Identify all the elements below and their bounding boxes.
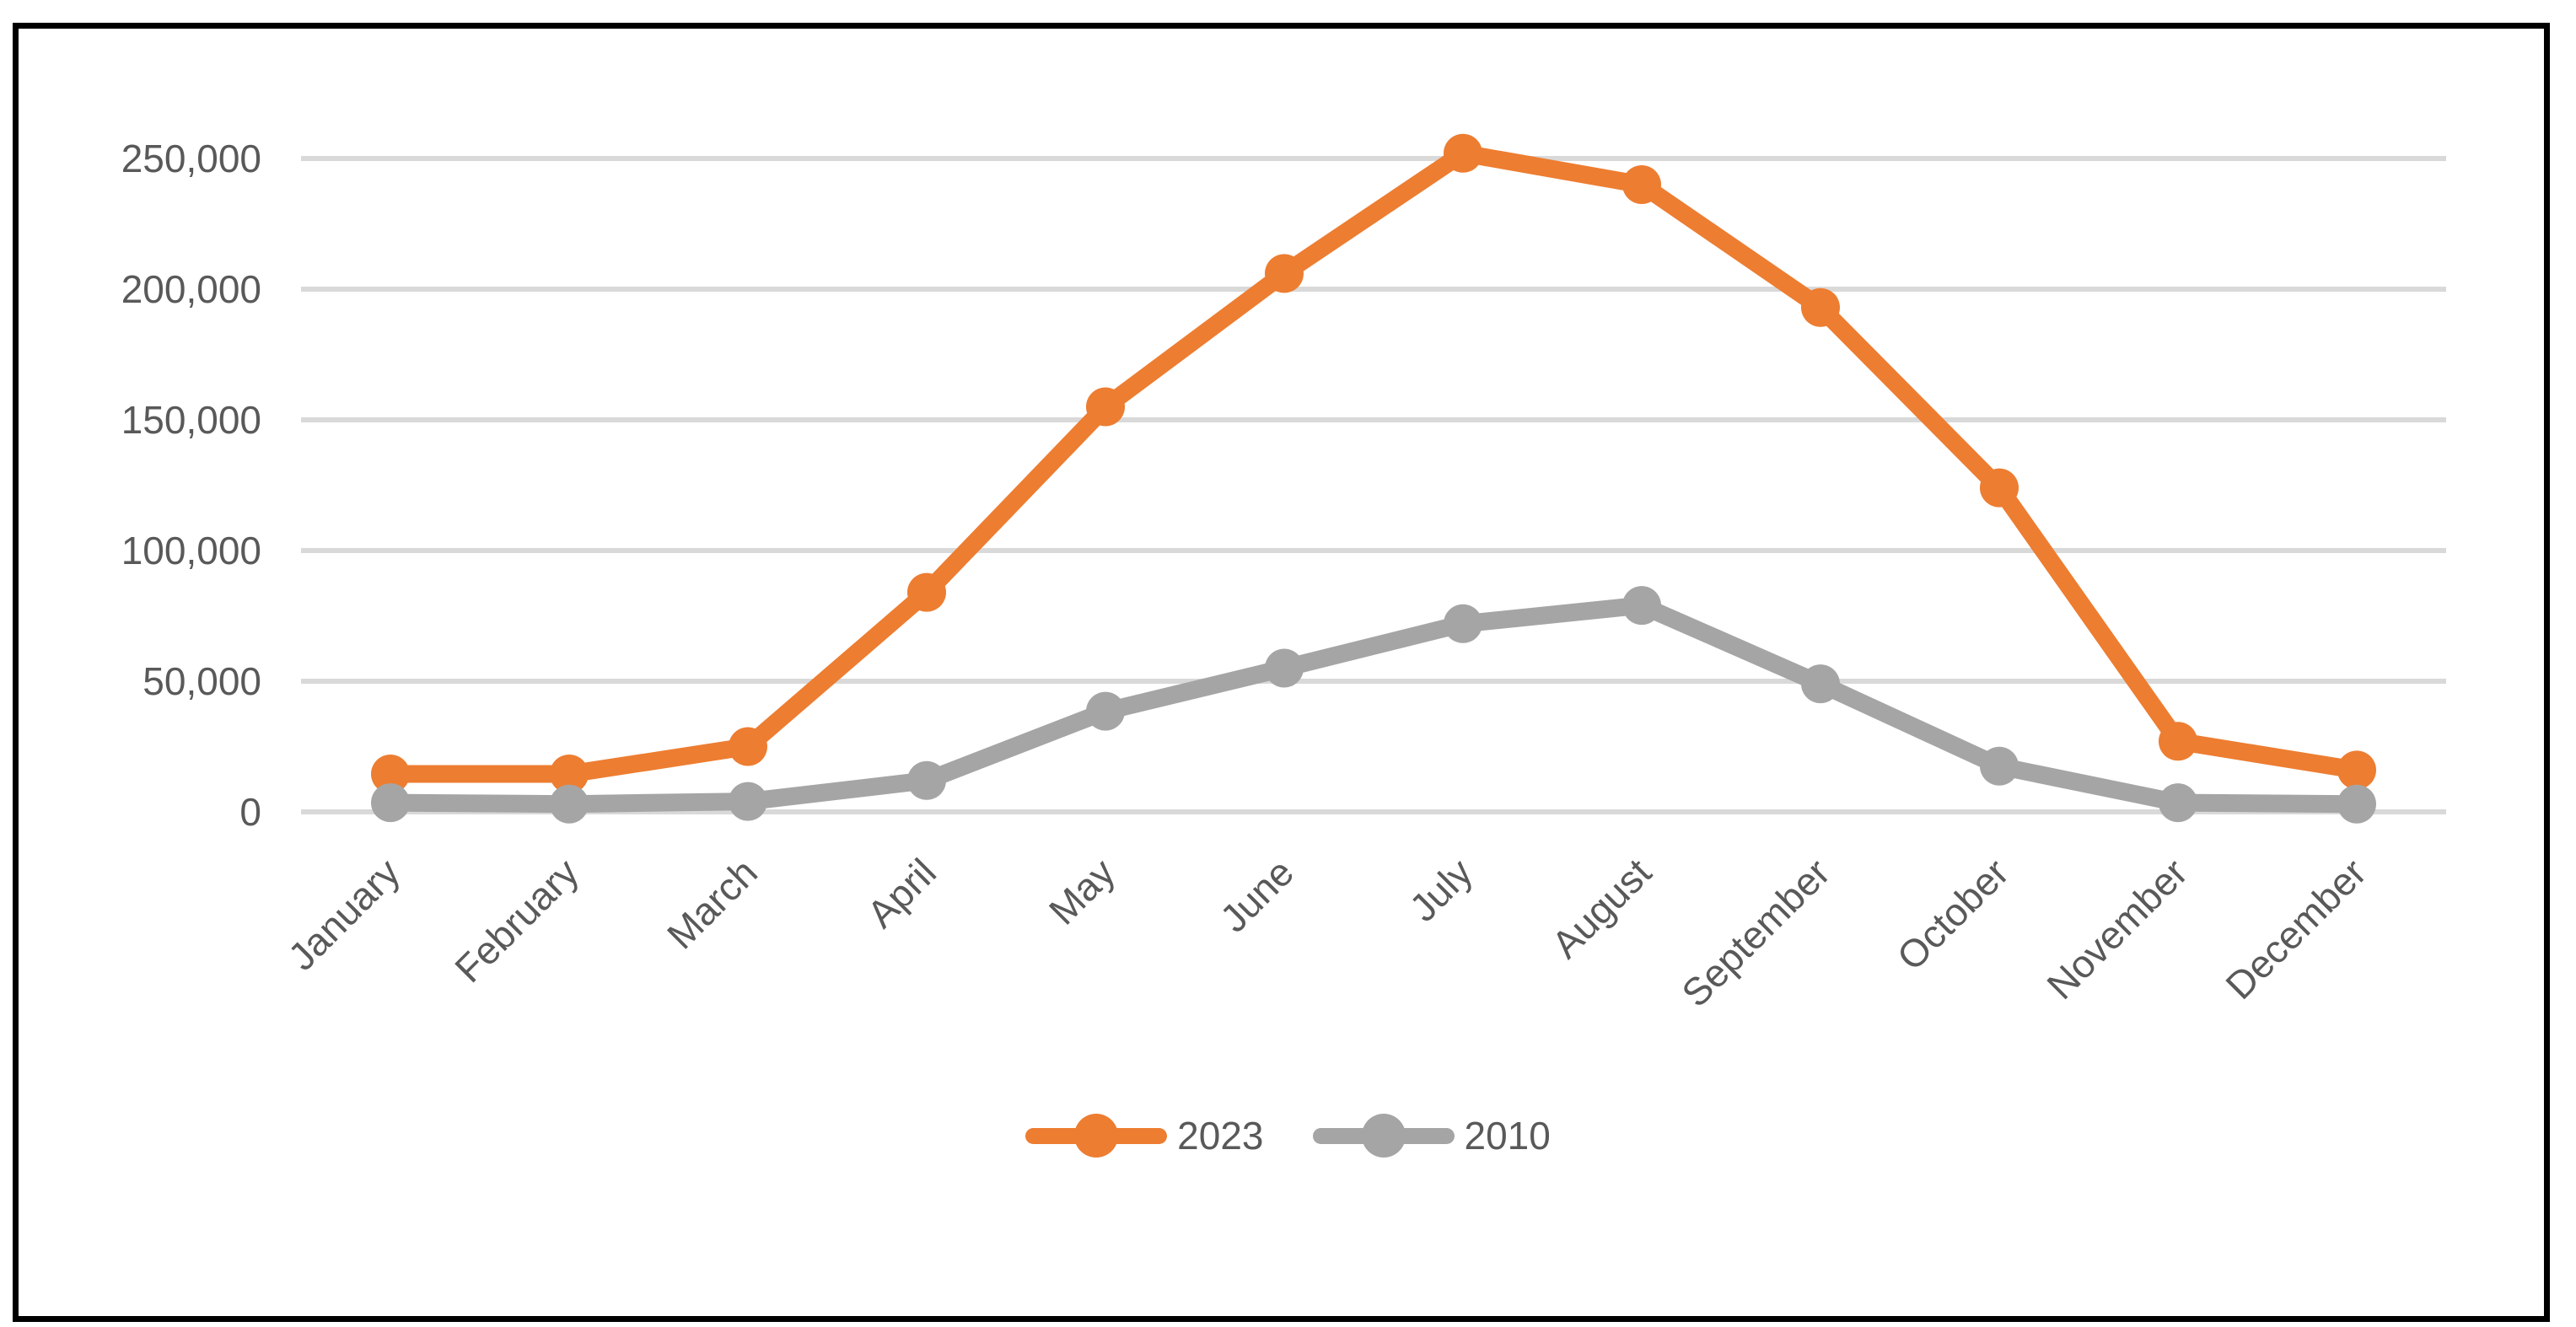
- y-axis-tick-label: 250,000: [121, 137, 261, 180]
- x-axis-category-label: July: [1401, 850, 1481, 930]
- x-axis-category-label: October: [1889, 850, 2017, 978]
- y-axis-tick-label: 50,000: [143, 659, 261, 703]
- legend: 2023 2010: [0, 1112, 2576, 1159]
- data-point-2010-June: [1265, 648, 1304, 688]
- x-axis-category-label: March: [659, 850, 766, 957]
- data-point-2023-January: [371, 755, 410, 794]
- y-axis-tick-label: 0: [239, 790, 261, 834]
- x-axis-labels-group: January February March April May June July Augu…: [280, 850, 2374, 1015]
- data-point-2010-August: [1622, 586, 1661, 626]
- data-point-2023-July: [1444, 133, 1482, 173]
- data-point-2010-March: [729, 782, 767, 821]
- x-axis-category-label: January: [280, 850, 408, 978]
- x-axis-category-label: May: [1041, 850, 1123, 932]
- legend-dot-swatch: [1074, 1114, 1119, 1158]
- data-point-2010-May: [1086, 691, 1125, 731]
- y-axis-tick-label: 150,000: [121, 398, 261, 442]
- data-point-2010-July: [1444, 604, 1482, 643]
- legend-label-2023: 2023: [1177, 1114, 1264, 1158]
- series-group: [371, 133, 2376, 824]
- series-2023: [371, 133, 2376, 794]
- gridlines-group: [301, 156, 2446, 814]
- data-point-2010-January: [371, 783, 410, 823]
- x-axis-category-label: June: [1212, 850, 1302, 940]
- y-axis-labels-group: 0 50,000 100,000 150,000 200,000 250,000: [121, 137, 261, 834]
- series-line-2010: [381, 596, 2366, 814]
- data-point-2010-October: [1980, 746, 2019, 786]
- data-point-2010-September: [1801, 664, 1840, 704]
- legend-item-2023: 2023: [1025, 1113, 1264, 1158]
- data-point-2023-September: [1801, 287, 1840, 327]
- x-axis-category-label: February: [446, 850, 587, 991]
- data-point-2010-November: [2159, 783, 2197, 823]
- legend-dot-swatch: [1361, 1114, 1406, 1158]
- y-axis-tick-label: 100,000: [121, 529, 261, 572]
- series-line-2023: [381, 144, 2366, 783]
- data-point-2023-February: [550, 755, 589, 794]
- x-axis-category-label: November: [2038, 850, 2196, 1007]
- series-2010: [371, 586, 2376, 824]
- data-point-2023-October: [1980, 468, 2019, 508]
- data-point-2010-February: [550, 784, 589, 824]
- data-point-2023-June: [1265, 254, 1304, 293]
- x-axis-category-label: April: [858, 850, 944, 936]
- data-point-2023-August: [1622, 165, 1661, 204]
- legend-line-marker-icon: [1025, 1113, 1168, 1158]
- data-point-2023-April: [907, 572, 946, 612]
- data-point-2010-April: [907, 760, 946, 800]
- data-point-2023-November: [2159, 722, 2197, 761]
- x-axis-category-label: August: [1543, 850, 1659, 966]
- legend-line-marker-icon: [1312, 1113, 1455, 1158]
- x-axis-category-label: September: [1673, 850, 1838, 1015]
- data-point-2023-March: [729, 727, 767, 766]
- legend-item-2010: 2010: [1312, 1113, 1551, 1158]
- data-point-2023-May: [1086, 387, 1125, 427]
- data-point-2010-December: [2337, 784, 2376, 824]
- data-point-2023-December: [2337, 750, 2376, 790]
- x-axis-category-label: December: [2217, 850, 2374, 1007]
- y-axis-tick-label: 200,000: [121, 267, 261, 311]
- legend-label-2010: 2010: [1464, 1114, 1551, 1158]
